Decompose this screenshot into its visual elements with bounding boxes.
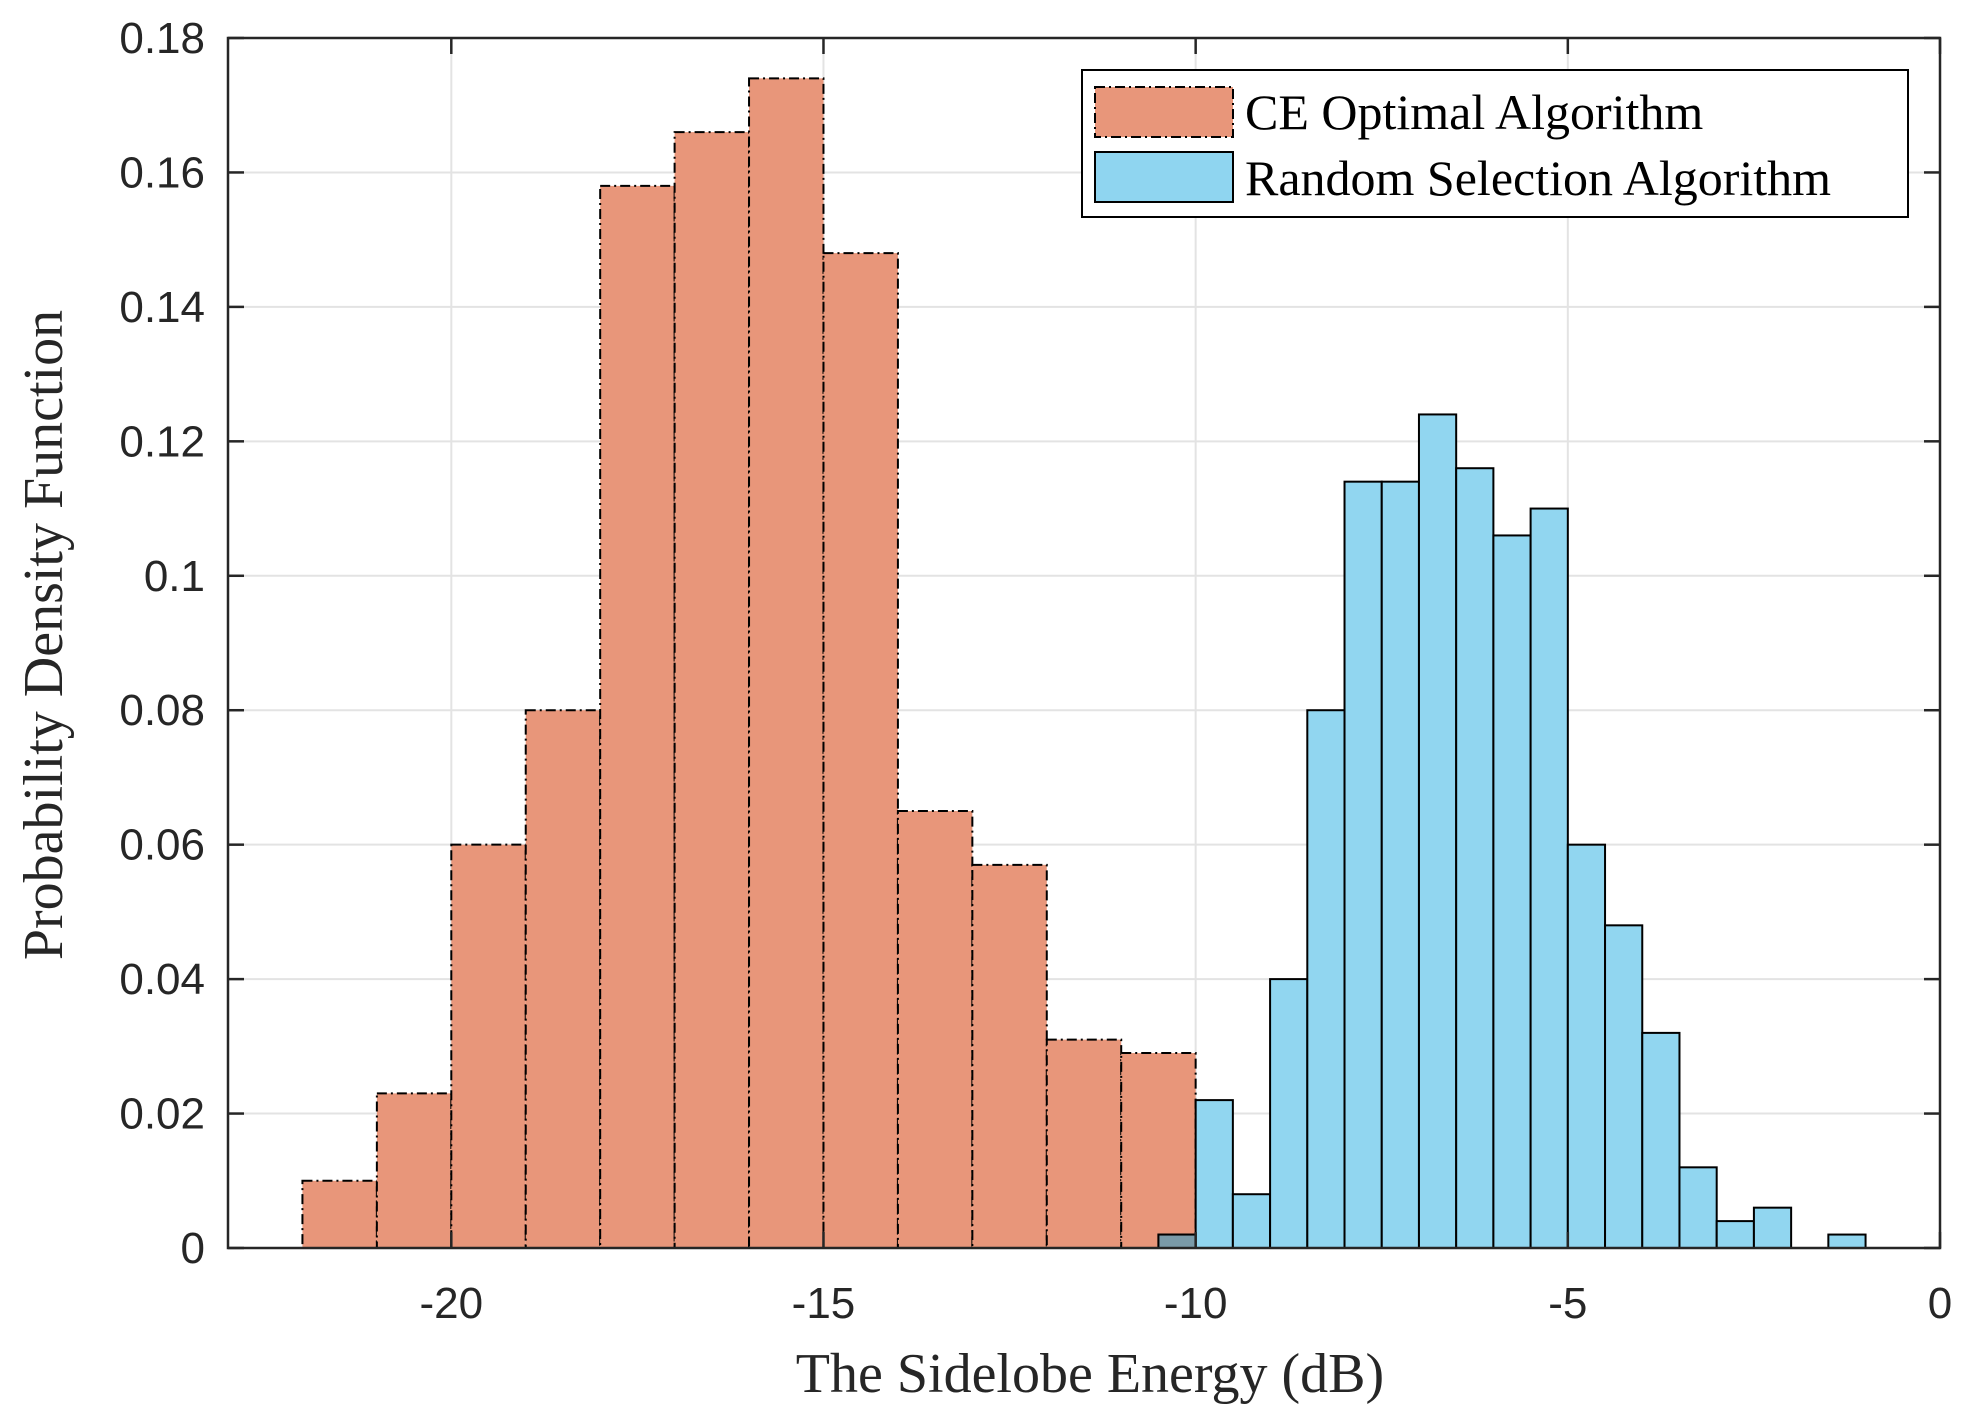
random-bar: [1678, 1166, 1718, 1250]
axes-box: [226, 36, 1942, 1250]
y-tick-label: 0.16: [119, 148, 205, 197]
random-bar: [1194, 1099, 1234, 1249]
random-bar: [1715, 1220, 1755, 1249]
ce-bar: [375, 1092, 453, 1250]
legend: CE Optimal Algorithm Random Selection Al…: [1081, 69, 1909, 218]
legend-label-random: Random Selection Algorithm: [1245, 150, 1831, 206]
random-bar: [1455, 467, 1495, 1249]
y-axis-title: Probability Density Function: [13, 310, 75, 960]
ce-bar: [748, 77, 825, 1249]
random-bar: [1566, 843, 1607, 1250]
random-bar: [1641, 1031, 1681, 1250]
histogram-bars: [301, 77, 1867, 1250]
random-bar: [1306, 709, 1346, 1249]
y-tick-label: 0.06: [119, 821, 205, 870]
y-tick-label: 0.08: [119, 686, 205, 735]
legend-swatch-random: [1094, 151, 1234, 203]
series-0-bars: [301, 77, 1197, 1250]
ce-bar: [673, 131, 751, 1250]
x-tick-label: -5: [1548, 1279, 1587, 1328]
y-tick-label: 0.14: [119, 283, 205, 332]
y-tick-label: 0.04: [119, 955, 205, 1004]
x-tick-label: -15: [792, 1279, 856, 1328]
ce-bar: [896, 810, 974, 1249]
axes: [226, 36, 1942, 1250]
random-bar: [1380, 480, 1420, 1249]
random-bar: [1604, 924, 1644, 1249]
random-bar: [1343, 480, 1383, 1249]
ce-bar: [1120, 1052, 1197, 1249]
series-1-bars: [1157, 413, 1867, 1250]
ce-bar: [599, 184, 676, 1249]
x-tick-label: -20: [420, 1279, 484, 1328]
ce-bar: [971, 863, 1048, 1249]
y-tick-label: 0.1: [144, 552, 205, 601]
random-bar: [1492, 534, 1532, 1249]
random-bar: [1417, 413, 1458, 1249]
ce-bar: [524, 709, 602, 1249]
overlap-bar: [1157, 1233, 1197, 1249]
ce-bar: [450, 843, 527, 1250]
legend-label-ce: CE Optimal Algorithm: [1245, 84, 1703, 140]
ce-bar: [1045, 1038, 1123, 1249]
y-tick-label: 0.18: [119, 14, 205, 63]
ce-bar: [301, 1179, 378, 1250]
y-tick-label: 0.02: [119, 1090, 205, 1139]
random-bar: [1752, 1206, 1793, 1249]
random-bar: [1269, 978, 1309, 1249]
random-bar: [1529, 507, 1569, 1249]
y-tick-label: 0.12: [119, 417, 205, 466]
x-tick-label: 0: [1928, 1279, 1952, 1328]
x-tick-label: -10: [1164, 1279, 1228, 1328]
random-bar: [1231, 1193, 1272, 1249]
random-bar: [1827, 1233, 1867, 1249]
y-tick-label: 0: [181, 1224, 205, 1273]
x-axis-title: The Sidelobe Energy (dB): [796, 1343, 1384, 1405]
tick-labels: -20 -15 -10 -5 0 0 0.02 0.04 0.06 0.08 0.1 0.12 0.14…: [119, 14, 1952, 1328]
legend-swatch-ce: [1094, 86, 1234, 138]
ce-bar: [822, 252, 899, 1250]
